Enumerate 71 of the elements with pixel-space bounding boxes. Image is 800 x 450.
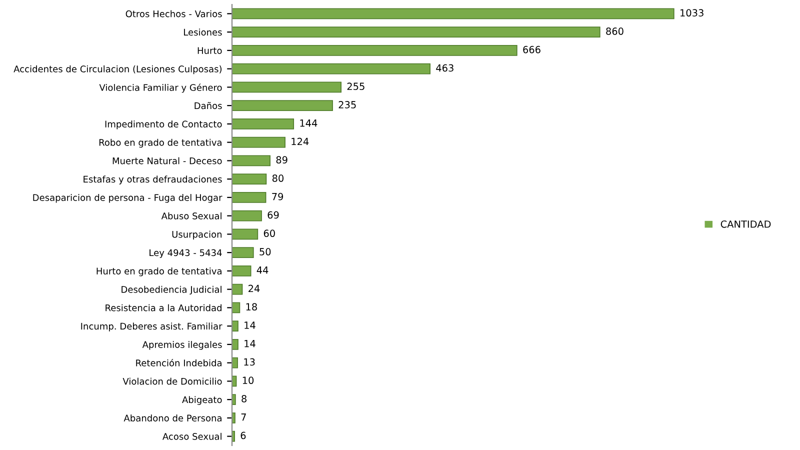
y-tick-label: Otros Hechos - Varios: [126, 10, 222, 18]
data-label: 124: [292, 138, 309, 145]
y-tick-label: Hurto en grado de tentativa: [96, 268, 222, 276]
bar: [232, 155, 270, 166]
bar: [232, 265, 252, 276]
bar: [232, 26, 600, 38]
y-tick-label: Violencia Familiar y Género: [99, 84, 222, 93]
y-tick-label: Daños: [194, 102, 222, 110]
data-label: 50: [260, 248, 271, 256]
bar: [232, 118, 294, 130]
bar: [232, 357, 238, 368]
y-tick-label: Desaparicion de persona - Fuga del Hogar: [33, 194, 222, 203]
bar: [232, 136, 286, 148]
y-tick-label: Lesiones: [184, 28, 222, 36]
bar: [232, 63, 430, 74]
y-tick-label: Muerte Natural - Deceso: [112, 157, 222, 164]
bar: [232, 174, 267, 185]
bar: [232, 8, 674, 20]
y-tick-label: Robo en grado de tentativa: [99, 138, 222, 148]
y-tick-label: Violacion de Domicilio: [122, 378, 222, 385]
bar: [232, 320, 238, 332]
bar: [232, 302, 240, 314]
data-label: 18: [246, 303, 257, 311]
data-label: 89: [276, 156, 288, 164]
data-label: 24: [248, 284, 260, 292]
data-label: 79: [272, 192, 284, 200]
data-label: 7: [241, 414, 246, 421]
y-tick-label: Abigeato: [182, 396, 222, 405]
y-tick-label: Desobediencia Judicial: [122, 286, 222, 295]
bar: [232, 394, 236, 406]
y-tick-label: Apremios ilegales: [142, 341, 222, 350]
data-label: 255: [347, 82, 364, 90]
bar: [232, 338, 238, 350]
data-label: 14: [244, 322, 256, 329]
bar: [232, 82, 342, 93]
y-tick-label: Abandono de Persona: [124, 414, 222, 422]
y-tick-label: Abuso Sexual: [161, 212, 222, 220]
data-label: 80: [272, 174, 284, 182]
y-tick-label: Acoso Sexual: [162, 432, 222, 440]
y-tick-label: Incump. Deberes asist. Familiar: [81, 322, 222, 332]
y-tick-label: Ley 4943 - 5434: [150, 249, 222, 258]
bar: [232, 44, 518, 56]
data-label: 666: [523, 46, 540, 54]
y-tick-label: Usurpacion: [172, 230, 222, 240]
legend-label: CANTIDAD: [720, 220, 771, 228]
bar: [232, 412, 236, 424]
data-label: 10: [242, 376, 254, 384]
data-label: 463: [436, 64, 454, 72]
data-label: 144: [300, 120, 318, 127]
y-tick-label: Hurto: [198, 47, 222, 54]
data-label: 13: [244, 358, 255, 366]
data-label: 1033: [680, 9, 704, 17]
bar: [232, 100, 333, 112]
bar: [232, 247, 254, 258]
data-label: 6: [240, 432, 246, 440]
bar: [232, 228, 258, 240]
y-tick-label: Accidentes de Circulacion (Lesiones Culposas): [14, 65, 222, 74]
y-tick-label: Retención Indebida: [136, 359, 222, 366]
data-label: 860: [606, 28, 624, 35]
data-label: 60: [264, 230, 275, 238]
data-label: 8: [242, 395, 246, 402]
y-tick-label: Impedimento de Contacto: [105, 120, 222, 130]
data-label: 235: [338, 101, 356, 108]
data-label: 14: [244, 340, 256, 348]
bar: [232, 210, 262, 222]
bar: [232, 192, 266, 203]
y-tick-label: Estafas y otras defraudaciones: [84, 176, 222, 184]
data-label: 44: [256, 266, 268, 274]
bar: [232, 284, 243, 295]
y-tick-label: Resistencia a la Autoridad: [106, 304, 222, 312]
data-label: 69: [268, 211, 279, 219]
